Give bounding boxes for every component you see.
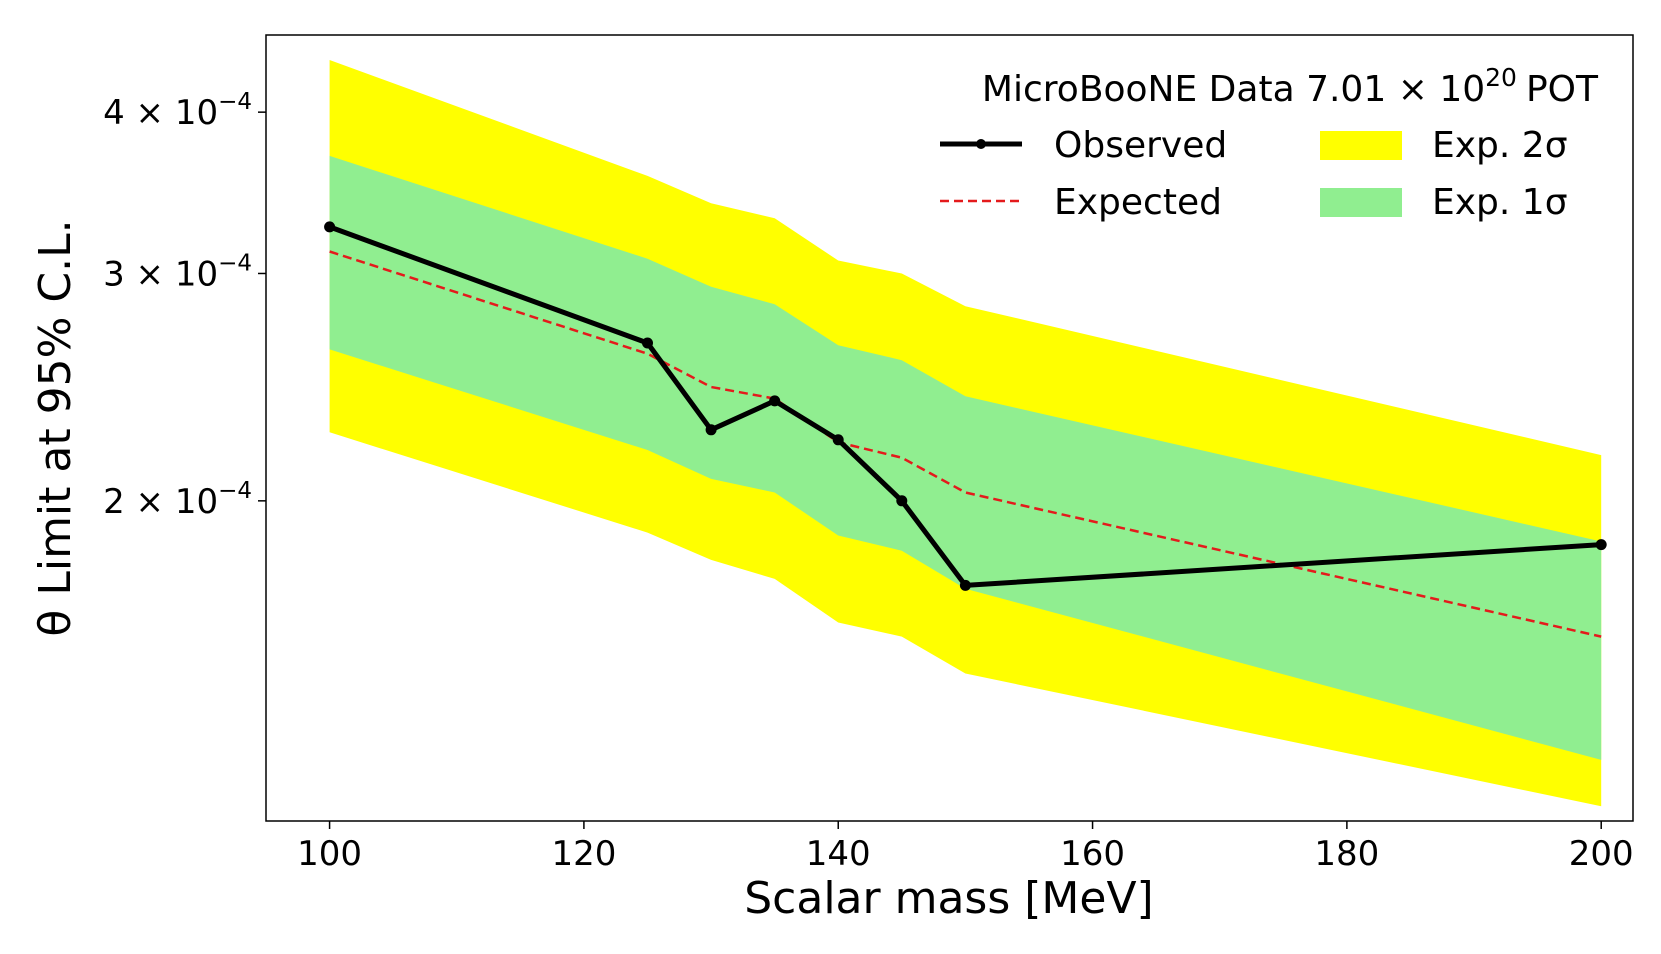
legend-title: MicroBooNE Data 7.01 × 1020 POT bbox=[982, 63, 1599, 110]
x-tick-label: 100 bbox=[297, 834, 362, 874]
legend-observed-label: Observed bbox=[1054, 125, 1227, 166]
x-tick-label: 120 bbox=[551, 834, 616, 874]
y-tick-label: 4 × 10−4 bbox=[103, 89, 252, 133]
observed-point bbox=[324, 221, 336, 233]
plot-frame bbox=[265, 34, 1634, 822]
x-tick-label: 160 bbox=[1060, 834, 1125, 874]
observed-point bbox=[896, 495, 908, 507]
x-tick-label: 140 bbox=[806, 834, 871, 874]
y-axis-ticks: 2 × 10−4 3 × 10−4 4 × 10−4 bbox=[103, 89, 266, 522]
observed-point bbox=[832, 434, 844, 446]
data-lines bbox=[324, 221, 1607, 638]
legend-one-sigma-swatch bbox=[1320, 188, 1402, 217]
x-axis-label: Scalar mass [MeV] bbox=[744, 873, 1153, 924]
legend: MicroBooNE Data 7.01 × 1020 POT Observed … bbox=[940, 63, 1599, 223]
legend-two-sigma-swatch bbox=[1320, 131, 1402, 160]
one-sigma-band bbox=[329, 155, 1602, 760]
x-tick-label: 180 bbox=[1314, 834, 1379, 874]
legend-two-sigma-label: Exp. 2σ bbox=[1432, 125, 1568, 166]
expected-bands bbox=[329, 60, 1602, 807]
x-axis-ticks: 100 120 140 160 180 200 bbox=[297, 821, 1634, 874]
legend-observed-marker bbox=[976, 139, 986, 149]
observed-point bbox=[769, 395, 781, 407]
x-tick-label: 200 bbox=[1569, 834, 1634, 874]
legend-one-sigma-label: Exp. 1σ bbox=[1432, 182, 1568, 223]
observed-point bbox=[959, 579, 971, 591]
observed-line bbox=[328, 224, 1602, 588]
observed-point bbox=[642, 337, 653, 349]
observed-point bbox=[1595, 539, 1607, 551]
observed-point bbox=[705, 424, 717, 436]
legend-expected-label: Expected bbox=[1054, 182, 1222, 223]
y-axis-label: θ Limit at 95% C.L. bbox=[30, 219, 81, 636]
y-tick-label: 2 × 10−4 bbox=[103, 478, 252, 522]
y-tick-label: 3 × 10−4 bbox=[103, 250, 252, 294]
